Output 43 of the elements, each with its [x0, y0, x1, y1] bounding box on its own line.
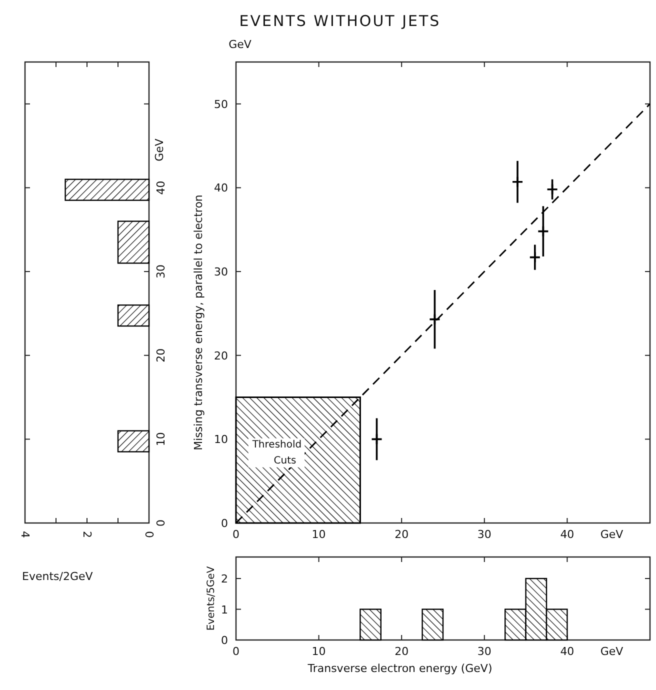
annotation: Threshold Cuts	[251, 439, 302, 466]
y-tick-label: 1	[221, 603, 228, 616]
y-tick-label: 10	[214, 433, 228, 446]
y-axis-title: GeV	[153, 138, 166, 162]
y-tick-label: 40	[154, 180, 168, 195]
x-tick-label: 30	[477, 528, 492, 541]
x-axis-title: Transverse electron energy (GeV)	[306, 662, 492, 675]
y-tick-label: 20	[214, 349, 228, 362]
x-tick-label: 20	[394, 528, 409, 541]
point	[512, 176, 524, 188]
text: GeV	[600, 645, 624, 658]
y-tick-label: 0	[221, 517, 228, 530]
y-tick-label: 50	[214, 98, 228, 111]
x-tick-label: 0	[232, 528, 240, 541]
y-tick-label: 10	[154, 432, 168, 446]
point	[370, 433, 383, 446]
x-axis-title: Events/2GeV	[22, 570, 94, 583]
y-tick-label: 0	[154, 520, 168, 526]
x-tick-label: 20	[394, 645, 409, 658]
x-tick-label: 4	[18, 531, 32, 538]
y-tick-label: 30	[154, 264, 168, 279]
text: GeV	[228, 38, 252, 51]
chart-title: EVENTS WITHOUT JETS	[239, 12, 441, 30]
y-tick-label: 20	[154, 348, 168, 362]
x-tick-label: 40	[560, 645, 574, 658]
y-axis-title: Missing transverse energy, parallel to electron	[192, 194, 205, 450]
y-tick-label: 30	[214, 266, 228, 279]
x-tick-label: 10	[312, 528, 326, 541]
x-tick-label: 10	[312, 645, 326, 658]
y-tick-label: 40	[214, 182, 228, 195]
x-axis-title: GeV	[600, 528, 624, 541]
y-tick-label: 2	[221, 572, 228, 586]
y-axis-title: Events/5GeV	[206, 566, 217, 631]
point	[529, 251, 541, 264]
x-tick-label: 40	[560, 528, 574, 541]
y-tick-label: 0	[221, 634, 228, 647]
x-tick-label: 30	[477, 645, 492, 658]
x-tick-label: 0	[142, 531, 156, 538]
point	[428, 313, 441, 326]
x-tick-label: 0	[232, 645, 240, 658]
point	[546, 184, 558, 196]
point	[537, 225, 550, 238]
x-tick-label: 2	[80, 531, 94, 538]
